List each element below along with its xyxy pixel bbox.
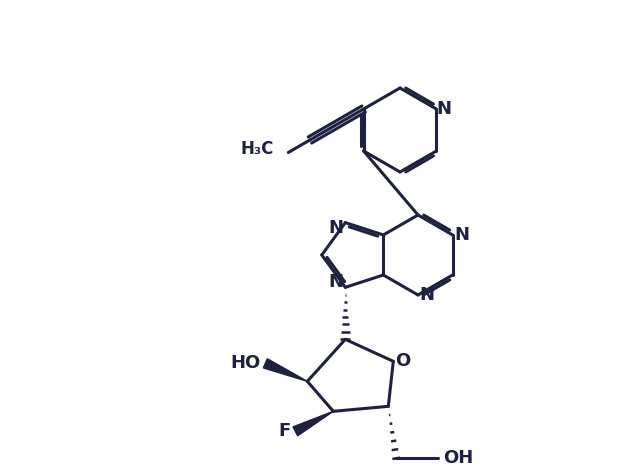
Polygon shape [263, 359, 307, 381]
Text: H₃C: H₃C [241, 141, 275, 158]
Text: N: N [329, 274, 344, 291]
Text: OH: OH [444, 449, 474, 467]
Text: N: N [437, 100, 452, 118]
Text: N: N [329, 219, 344, 236]
Text: HO: HO [230, 354, 260, 372]
Text: F: F [278, 423, 291, 440]
Text: N: N [419, 286, 435, 304]
Text: N: N [454, 226, 469, 244]
Text: O: O [395, 352, 410, 370]
Polygon shape [293, 411, 333, 436]
